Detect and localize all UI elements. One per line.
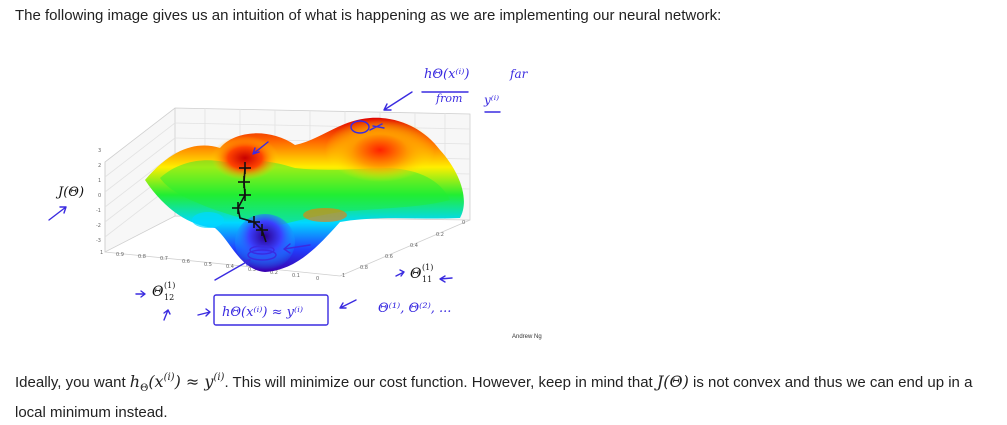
inline-math-hypothesis: hΘ(x(i)) ≈ y(i) xyxy=(129,372,225,395)
figure-credit: Andrew Ng xyxy=(512,334,542,340)
summary-text-part1: Ideally, you want xyxy=(15,374,130,391)
y-tick: 2 xyxy=(98,163,101,169)
z-tick: 0.6 xyxy=(385,254,393,260)
theta-11-sup: (1) xyxy=(422,263,433,272)
x-tick: 0 xyxy=(316,276,319,282)
math-args: (x xyxy=(148,372,164,391)
math-sup: (i) xyxy=(163,372,175,383)
x-tick: 1 xyxy=(100,250,103,256)
z-tick: 1 xyxy=(342,273,345,279)
cost-surface-figure: 3 2 1 0 -1 -2 -3 1 0.9 0.8 0.7 0.6 0.5 0… xyxy=(40,50,570,350)
theta-12-label: Θ (1) 12 xyxy=(152,281,175,302)
theta-11-label: Θ (1) 11 xyxy=(410,263,433,284)
theta-12-sub: 12 xyxy=(164,293,174,302)
math-h: h xyxy=(129,372,141,391)
x-axis-ticks: 1 0.9 0.8 0.7 0.6 0.5 0.4 0.3 0.2 0.1 0 xyxy=(100,250,319,282)
y-tick: 0 xyxy=(98,193,101,199)
summary-text-part3: is not convex and thus we can end up in … xyxy=(15,374,973,422)
z-axis-ticks: 0 0.2 0.4 0.6 0.8 1 xyxy=(342,220,465,279)
cost-surface-plot: 3 2 1 0 -1 -2 -3 1 0.9 0.8 0.7 0.6 0.5 0… xyxy=(48,67,542,340)
cost-surface xyxy=(145,117,464,272)
theta-12-symbol: Θ xyxy=(152,284,164,300)
y-tick: 3 xyxy=(98,148,101,154)
x-tick: 0.1 xyxy=(292,273,300,279)
summary-text-part2: . This will minimize our cost function. … xyxy=(224,374,657,391)
y-tick: -3 xyxy=(96,238,101,244)
theta-11-sub: 11 xyxy=(422,275,432,284)
z-tick: 0 xyxy=(462,220,465,226)
annotation-y: y⁽ⁱ⁾ xyxy=(483,93,499,107)
y-tick: 1 xyxy=(98,178,101,184)
annotations xyxy=(48,91,501,326)
theta-12-sup: (1) xyxy=(164,281,175,290)
x-tick: 0.5 xyxy=(204,262,212,268)
inline-math-cost: J(Θ) xyxy=(656,372,689,391)
y-tick: -2 xyxy=(96,223,101,229)
z-tick: 0.4 xyxy=(410,243,418,249)
x-tick: 0.9 xyxy=(116,252,124,258)
z-tick: 0.8 xyxy=(360,265,368,271)
math-h-sub: Θ xyxy=(140,383,149,395)
x-tick: 0.4 xyxy=(226,264,234,270)
x-tick: 0.6 xyxy=(182,259,190,265)
annotation-h-top: hΘ(x⁽ⁱ⁾) xyxy=(424,67,470,82)
x-tick: 0.7 xyxy=(160,256,168,262)
y-axis-label: J(Θ) xyxy=(55,185,84,200)
theta-11-symbol: Θ xyxy=(410,266,422,282)
annotation-thetas: Θ⁽¹⁾, Θ⁽²⁾, ... xyxy=(378,301,451,316)
intro-text: The following image gives us an intuitio… xyxy=(15,7,722,24)
annotation-h-bottom: hΘ(x⁽ⁱ⁾) ≈ y⁽ⁱ⁾ xyxy=(222,305,303,320)
y-tick: -1 xyxy=(96,208,101,214)
x-tick: 0.8 xyxy=(138,254,146,260)
annotation-from: from xyxy=(435,92,462,105)
z-tick: 0.2 xyxy=(436,232,444,238)
gradient-descent-path xyxy=(232,162,268,243)
summary-text: Ideally, you want hΘ(x(i)) ≈ y(i). This … xyxy=(15,366,990,425)
x-tick: 0.3 xyxy=(248,267,256,273)
annotation-far: far xyxy=(509,67,529,81)
x-tick: 0.2 xyxy=(270,270,278,276)
y-axis-ticks: 3 2 1 0 -1 -2 -3 xyxy=(96,148,101,244)
math-approx: ) ≈ y xyxy=(174,372,214,391)
math-sup2: (i) xyxy=(213,372,225,383)
